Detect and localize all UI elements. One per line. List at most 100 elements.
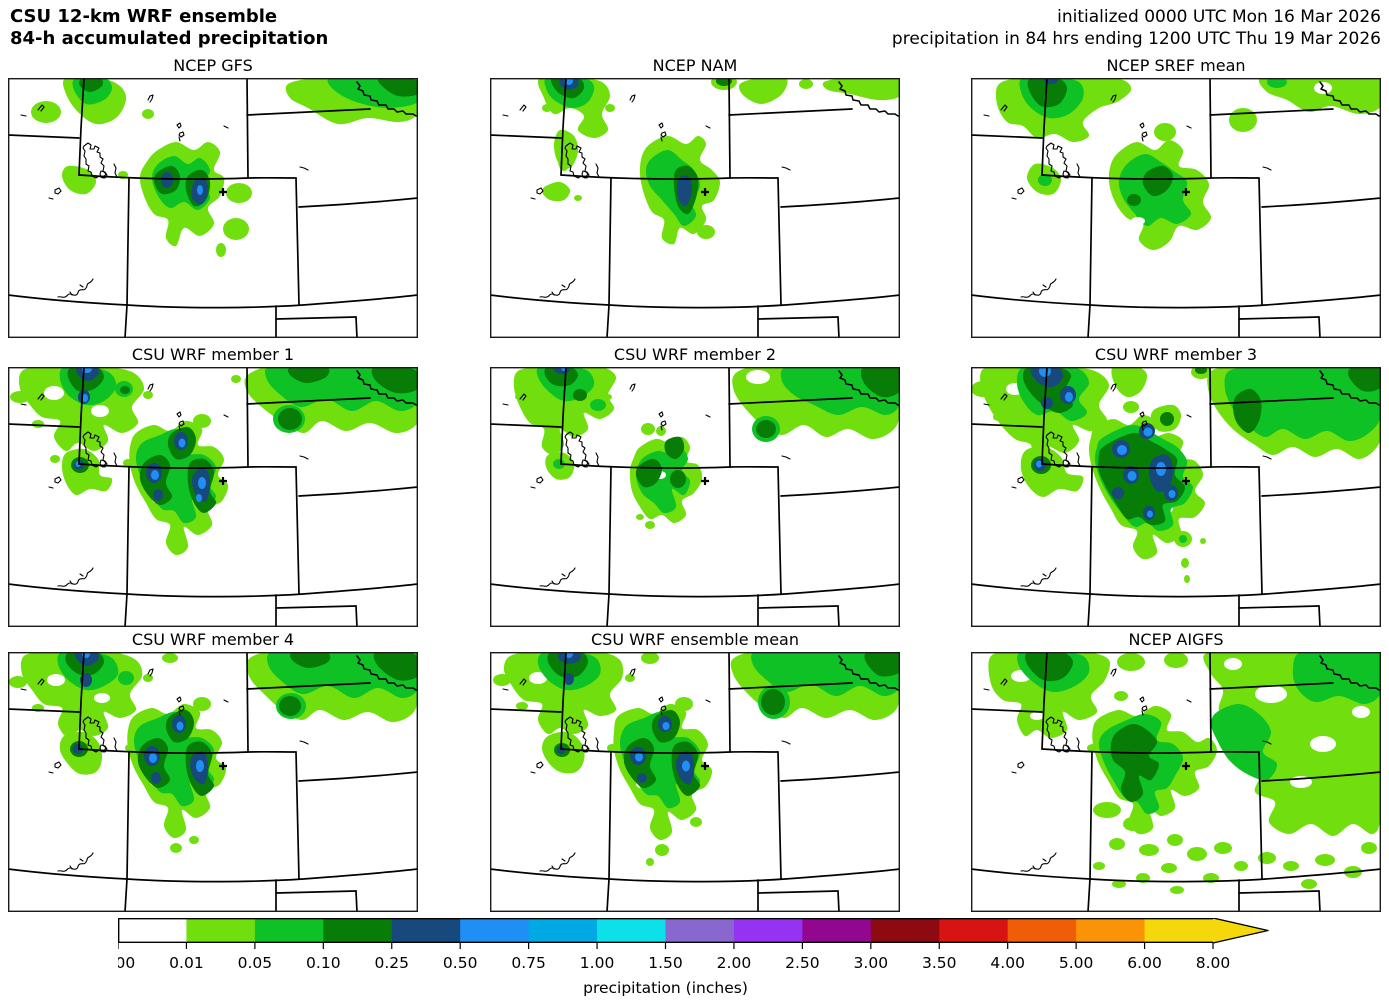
city-marker [1182, 477, 1190, 485]
colorbar-tick-label: 0.10 [306, 954, 341, 972]
water-outlines [983, 94, 1272, 298]
panel-csu-wrf-ensemble-mean: CSU WRF ensemble mean [490, 630, 900, 912]
init-time-text: initialized 0000 UTC Mon 16 Mar 2026 [1057, 7, 1381, 27]
panel-title-csu-wrf-member-3: CSU WRF member 3 [1094, 345, 1258, 364]
colorbar-segment-10 [802, 918, 872, 943]
water-outlines [983, 383, 1272, 587]
state-borders [490, 652, 900, 912]
panel-ncep-gfs: NCEP GFS [8, 56, 418, 338]
figure-init-info: initialized 0000 UTC Mon 16 Mar 2026 pre… [892, 6, 1381, 50]
panel-title-csu-wrf-member-1: CSU WRF member 1 [131, 345, 295, 364]
city-marker [219, 762, 227, 770]
panel-frame [971, 78, 1381, 338]
valid-time-text: precipitation in 84 hrs ending 1200 UTC … [891, 29, 1381, 49]
colorbar-tick-label: 0.01 [169, 954, 204, 972]
panel-csu-wrf-member-2: CSU WRF member 2 [490, 345, 900, 627]
panel-title-csu-wrf-member-2: CSU WRF member 2 [613, 345, 777, 364]
colorbar-arrow [1212, 917, 1269, 944]
map-ncep-sref-mean [971, 78, 1381, 338]
colorbar-tick-label: 2.00 [717, 954, 752, 972]
precip-colorbar: 0.00 0.01 0.05 0.10 0.25 0.50 0.75 1.00 1.50 2.00… [101, 917, 1283, 1002]
colorbar-segment-5 [460, 918, 530, 943]
colorbar-segment-9 [733, 918, 803, 943]
colorbar-tick-label: 8.00 [1196, 954, 1231, 972]
colorbar-segment-2 [254, 918, 324, 943]
panel-frame [8, 367, 418, 627]
precip-field [537, 78, 900, 245]
water-outlines [502, 668, 791, 872]
map-csu-wrf-ensemble-mean [490, 652, 900, 912]
precip-field [988, 652, 1381, 894]
precip-field [513, 367, 900, 529]
city-marker [701, 188, 709, 196]
precip-field [995, 78, 1381, 251]
panel-ncep-nam: NCEP NAM [490, 56, 900, 338]
colorbar-tick-label: 5.00 [1059, 954, 1094, 972]
state-borders [971, 652, 1381, 912]
colorbar-tick-label: 4.00 [990, 954, 1025, 972]
state-borders [8, 367, 418, 627]
water-outlines [502, 94, 791, 298]
state-borders [490, 367, 900, 627]
colorbar-tick-label: 0.75 [511, 954, 546, 972]
panel-frame [490, 652, 900, 912]
colorbar-segment-7 [597, 918, 667, 943]
panel-title-ncep-aigfs: NCEP AIGFS [1128, 630, 1224, 649]
water-outlines [20, 668, 309, 872]
panel-ncep-sref-mean: NCEP SREF mean [971, 56, 1381, 338]
colorbar-tick-label: 6.00 [1127, 954, 1162, 972]
colorbar-segment-15 [1144, 918, 1214, 943]
map-ncep-gfs [8, 78, 418, 338]
panel-csu-wrf-member-3: CSU WRF member 3 [971, 345, 1381, 627]
colorbar-segment-0 [118, 918, 188, 943]
colorbar-tick-label: 3.00 [854, 954, 889, 972]
figure-title: CSU 12-km WRF ensemble 84-h accumulated … [10, 6, 328, 50]
panel-frame [971, 367, 1381, 627]
map-ncep-aigfs [971, 652, 1381, 912]
panel-frame [8, 652, 418, 912]
water-outlines [502, 383, 791, 587]
panel-csu-wrf-member-4: CSU WRF member 4 [8, 630, 418, 912]
colorbar-segment-12 [939, 918, 1009, 943]
colorbar-segment-14 [1076, 918, 1146, 943]
colorbar-segment-1 [186, 918, 256, 943]
city-marker [219, 477, 227, 485]
colorbar-tick-label: 2.50 [785, 954, 820, 972]
precip-field [493, 652, 900, 866]
map-ncep-nam [490, 78, 900, 338]
panel-frame [490, 367, 900, 627]
colorbar-tick-label: 3.50 [922, 954, 957, 972]
panel-frame [8, 78, 418, 338]
figure-title-line2: 84-h accumulated precipitation [10, 28, 329, 49]
city-marker [701, 477, 709, 485]
panel-title-csu-wrf-ensemble-mean: CSU WRF ensemble mean [590, 630, 799, 649]
state-borders [971, 367, 1381, 627]
colorbar-tick-label: 1.00 [580, 954, 615, 972]
map-csu-wrf-member-1 [8, 367, 418, 627]
water-outlines [20, 94, 309, 298]
panel-title-csu-wrf-member-4: CSU WRF member 4 [131, 630, 295, 649]
map-csu-wrf-member-3 [971, 367, 1381, 627]
city-marker [701, 762, 709, 770]
state-borders [8, 78, 418, 338]
map-csu-wrf-member-4 [8, 652, 418, 912]
precip-field [10, 367, 418, 556]
colorbar-segment-6 [528, 918, 598, 943]
state-borders [490, 78, 900, 338]
water-outlines [983, 668, 1272, 872]
colorbar-segment-8 [665, 918, 735, 943]
colorbar-tick-label: 0.50 [443, 954, 478, 972]
panel-ncep-aigfs: NCEP AIGFS [971, 630, 1381, 912]
colorbar-frame [118, 918, 1213, 943]
colorbar-axis-label: precipitation (inches) [583, 979, 748, 997]
city-marker [1182, 762, 1190, 770]
colorbar-tick-label: 1.50 [648, 954, 683, 972]
city-marker [1182, 188, 1190, 196]
colorbar-segment-4 [391, 918, 461, 943]
precip-field [9, 652, 418, 853]
water-outlines [20, 383, 309, 587]
panel-frame [490, 78, 900, 338]
colorbar-segment-3 [323, 918, 393, 943]
colorbar-tick-label: 0.05 [238, 954, 273, 972]
